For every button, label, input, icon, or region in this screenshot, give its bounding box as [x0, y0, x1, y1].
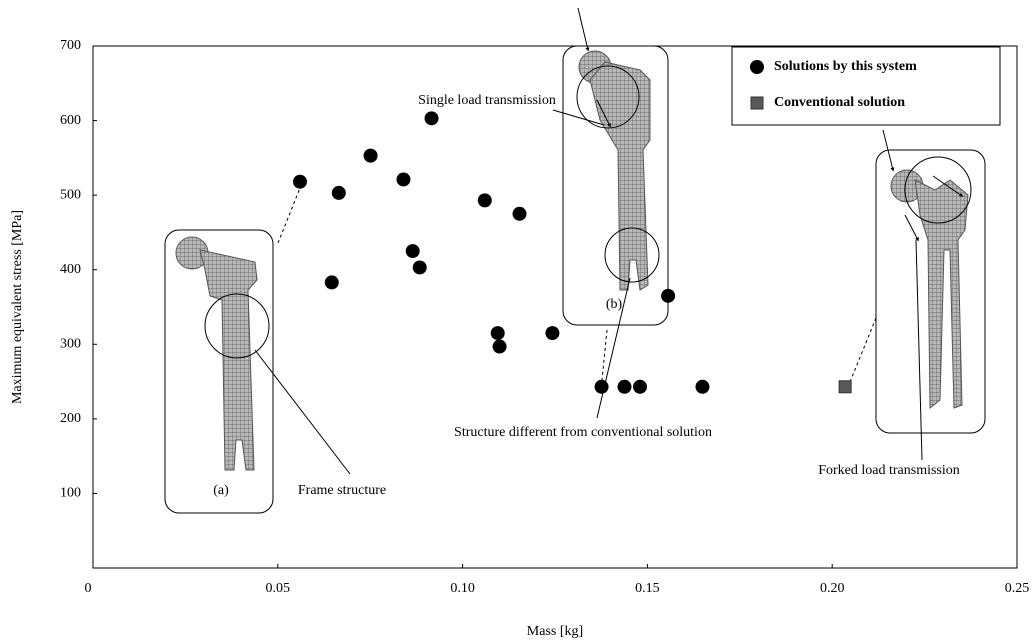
annotation: (b): [606, 297, 623, 312]
point: [695, 380, 709, 394]
legend-marker: [750, 60, 764, 74]
leader-line: [602, 330, 607, 380]
point: [839, 381, 851, 393]
point: [545, 326, 559, 340]
point: [595, 380, 609, 394]
y-tick-label: 700: [60, 38, 81, 53]
y-tick-label: 100: [60, 486, 81, 501]
leader-line: [255, 350, 350, 474]
leader-line: [916, 240, 922, 460]
chart: (a) Frame structure (b) Single load tran…: [0, 0, 1034, 643]
point: [633, 380, 647, 394]
point: [293, 175, 307, 189]
x-tick-label: 0.10: [450, 581, 475, 596]
leader-line: [278, 188, 300, 243]
y-tick-label: 600: [60, 113, 81, 128]
x-tick-label: 0.25: [1005, 581, 1030, 596]
x-tick-label: 0: [85, 581, 92, 596]
x-tick-label: 0.05: [266, 581, 291, 596]
annotation: Structure different from conventional so…: [454, 425, 712, 440]
point: [425, 111, 439, 125]
x-tick-label: 0.15: [635, 581, 660, 596]
legend-label: Solutions by this system: [774, 59, 917, 74]
annotation: Frame structure: [298, 483, 386, 498]
y-tick-label: 300: [60, 337, 81, 352]
point: [491, 326, 505, 340]
point: [478, 193, 492, 207]
annotation: Single load transmission: [418, 93, 556, 108]
point: [617, 380, 631, 394]
point: [661, 289, 675, 303]
y-axis-label: Maximum equivalent stress [MPa]: [10, 210, 25, 404]
y-tick-label: 400: [60, 262, 81, 277]
point: [396, 172, 410, 186]
point: [413, 260, 427, 274]
legend-marker: [751, 97, 763, 109]
structure-a: (a) Frame structure: [165, 188, 386, 513]
annotation: Forked load transmission: [818, 463, 960, 478]
leader-line: [850, 318, 876, 382]
point: [325, 275, 339, 289]
point: [364, 149, 378, 163]
structure-c: Forked load transmission: [818, 130, 985, 478]
point: [406, 244, 420, 258]
legend-label: Conventional solution: [774, 95, 905, 110]
annotation: (a): [213, 483, 229, 498]
x-axis-label: Mass [kg]: [527, 624, 583, 639]
y-tick-label: 200: [60, 411, 81, 426]
structure-b: (b) Single load transmission Structure d…: [418, 8, 712, 440]
point: [332, 186, 346, 200]
point: [513, 207, 527, 221]
leader-line: [553, 110, 604, 125]
y-tick-label: 500: [60, 187, 81, 202]
x-tick-label: 0.20: [820, 581, 845, 596]
point: [493, 340, 507, 354]
